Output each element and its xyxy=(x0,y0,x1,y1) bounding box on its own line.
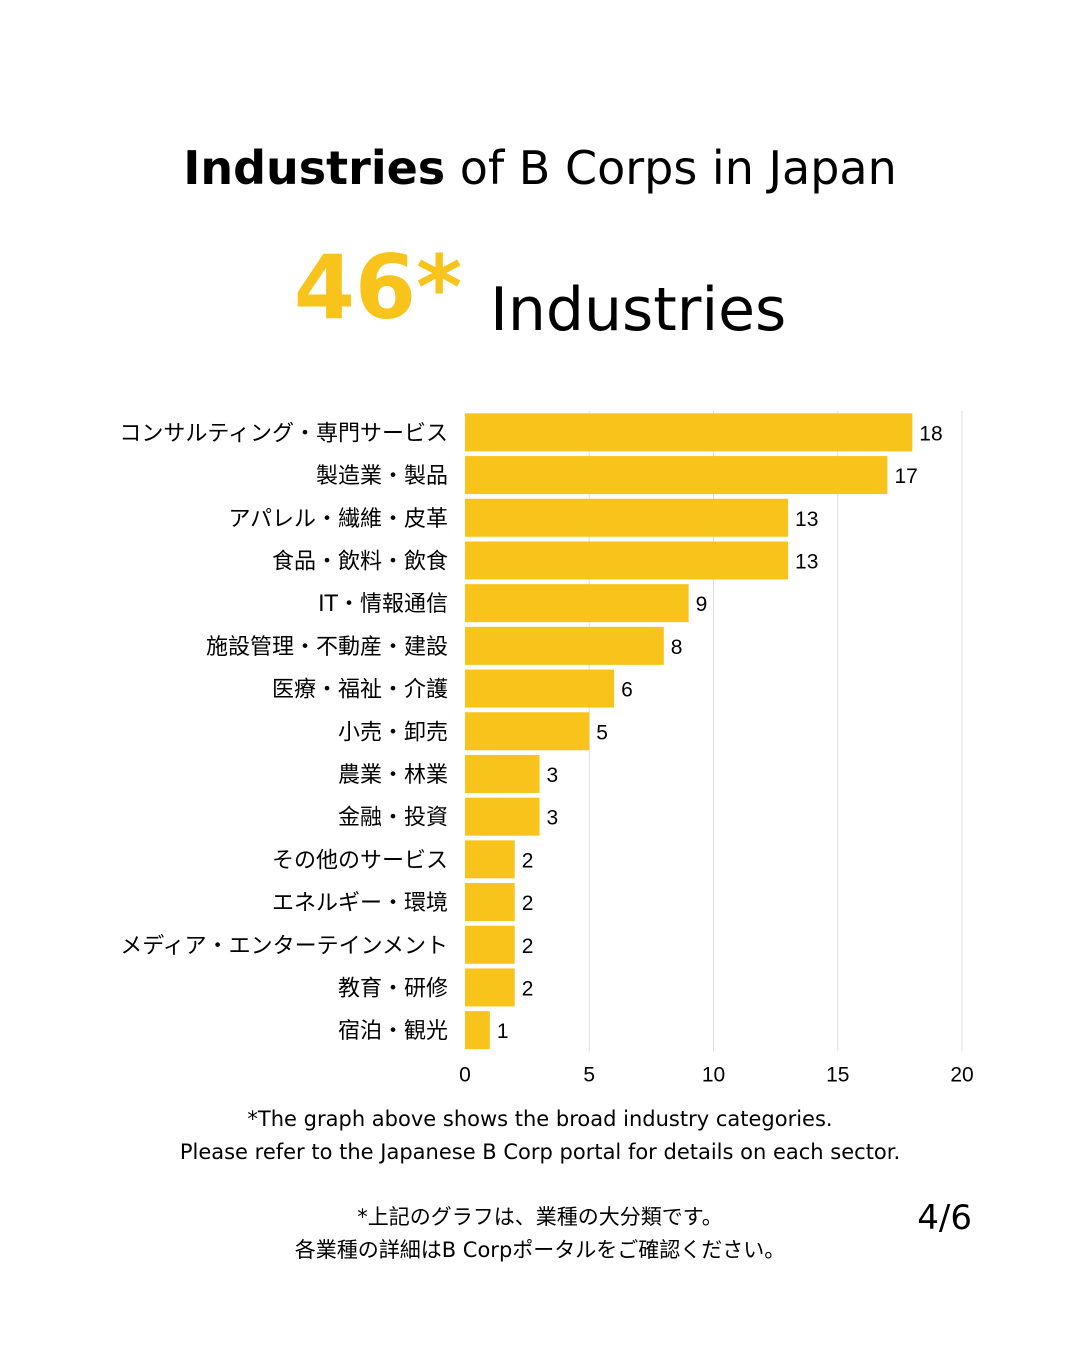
data-label: 8 xyxy=(671,636,683,659)
chart-title: Industries of B Corps in Japan xyxy=(0,138,1080,198)
data-label: 2 xyxy=(522,935,534,958)
x-tick-label: 5 xyxy=(583,1064,595,1087)
bar xyxy=(465,797,540,836)
japanese-footnote: *上記のグラフは、業種の大分類です。 各業種の詳細はB Corpポータルをご確認… xyxy=(0,1201,1080,1267)
bar xyxy=(465,754,540,793)
category-label: 金融・投資 xyxy=(338,806,448,831)
category-label: 農業・林業 xyxy=(338,763,448,788)
bar xyxy=(465,883,515,922)
industry-count-label: Industries xyxy=(490,275,787,345)
industry-count: 46* xyxy=(293,236,463,339)
x-tick-label: 10 xyxy=(702,1064,725,1087)
category-label: 宿泊・観光 xyxy=(338,1019,448,1044)
category-label: 製造業・製品 xyxy=(316,464,448,489)
category-label: エネルギー・環境 xyxy=(272,891,448,916)
data-label: 5 xyxy=(596,721,608,744)
category-label: 施設管理・不動産・建設 xyxy=(206,635,448,660)
data-label: 9 xyxy=(696,593,708,616)
data-label: 13 xyxy=(795,508,818,531)
data-label: 6 xyxy=(621,679,633,702)
category-label: IT・情報通信 xyxy=(318,592,448,617)
japanese-footnote-line-1: *上記のグラフは、業種の大分類です。 xyxy=(357,1205,723,1229)
category-label: 小売・卸売 xyxy=(338,720,448,745)
data-label: 2 xyxy=(522,977,534,1000)
category-label: アパレル・繊維・皮革 xyxy=(228,507,448,532)
bar xyxy=(465,925,515,964)
bar xyxy=(465,712,590,751)
english-footnote-line-1: *The graph above shows the broad industr… xyxy=(247,1107,833,1131)
bar xyxy=(465,968,515,1007)
bar xyxy=(465,840,515,879)
category-label: 教育・研修 xyxy=(338,976,448,1001)
bar xyxy=(465,413,913,452)
english-footnote-line-2: Please refer to the Japanese B Corp port… xyxy=(179,1140,901,1164)
english-footnote: *The graph above shows the broad industr… xyxy=(0,1103,1080,1169)
japanese-footnote-line-2: 各業種の詳細はB Corpポータルをご確認ください。 xyxy=(294,1238,786,1262)
title-bold: Industries xyxy=(183,141,446,195)
industry-count-headline: 46* Industries xyxy=(0,236,1080,346)
data-label: 18 xyxy=(919,422,942,445)
bar xyxy=(465,584,689,623)
title-rest: of B Corps in Japan xyxy=(445,141,897,195)
data-label: 3 xyxy=(547,807,559,830)
bar xyxy=(465,669,615,708)
data-label: 2 xyxy=(522,849,534,872)
data-label: 3 xyxy=(547,764,559,787)
data-label: 2 xyxy=(522,892,534,915)
data-label: 17 xyxy=(894,465,917,488)
category-label: 医療・福祉・介護 xyxy=(272,678,448,703)
category-label: その他のサービス xyxy=(272,848,448,873)
bar xyxy=(465,541,789,580)
bar xyxy=(465,1011,490,1050)
x-tick-label: 0 xyxy=(459,1064,471,1087)
data-label: 13 xyxy=(795,550,818,573)
page-indicator: 4/6 xyxy=(917,1198,972,1238)
category-label: 食品・飲料・飲食 xyxy=(272,549,448,574)
x-tick-label: 15 xyxy=(826,1064,849,1087)
x-tick-label: 20 xyxy=(950,1064,973,1087)
category-label: メディア・エンターテインメント xyxy=(120,934,448,959)
bar xyxy=(465,456,888,495)
category-label: コンサルティング・専門サービス xyxy=(119,421,448,446)
bar xyxy=(465,498,789,537)
data-label: 1 xyxy=(497,1020,509,1043)
bar xyxy=(465,626,664,665)
